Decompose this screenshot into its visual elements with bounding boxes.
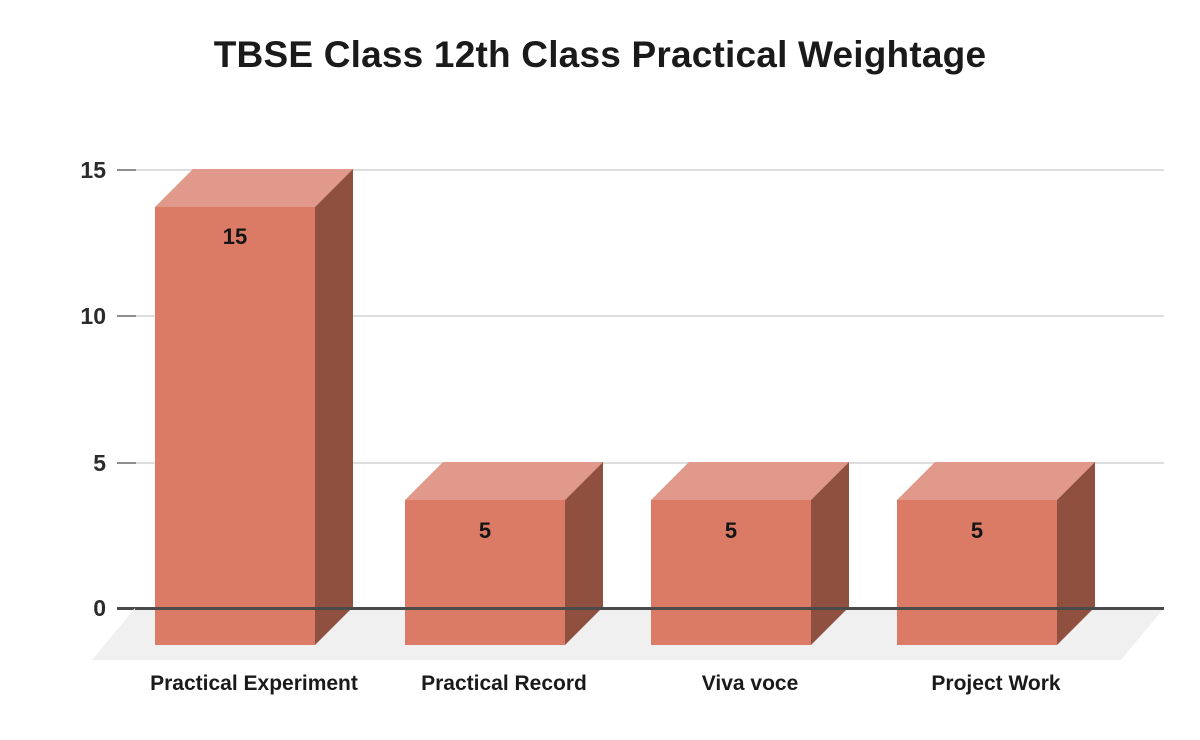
tick-mark-10: [117, 315, 136, 317]
gridline-10: [135, 315, 1164, 317]
bar-value-label-3: 5: [724, 518, 738, 543]
y-axis-label-15: 15: [80, 157, 106, 183]
bar-front-face-2: [405, 500, 565, 645]
gridline-5: [135, 462, 1164, 464]
x-axis-label-project-work: Project Work: [931, 672, 1061, 695]
x-axis-line: [135, 607, 1164, 610]
y-axis-label-10: 10: [80, 303, 106, 329]
bar-front-face-3: [651, 500, 811, 645]
tick-mark-5: [117, 462, 136, 464]
bar-side-face-1: [315, 169, 353, 645]
bar-top-face-1: [155, 169, 353, 207]
y-axis-label-5: 5: [93, 450, 106, 476]
tick-mark-15: [117, 169, 136, 171]
bar-top-face-4: [897, 462, 1095, 500]
bar-value-label-2: 5: [478, 518, 492, 543]
bar-value-label-1: 15: [222, 224, 248, 249]
x-axis-label-practical-experiment: Practical Experiment: [150, 672, 358, 695]
y-axis-label-0: 0: [93, 595, 106, 621]
bar-value-label-4: 5: [970, 518, 984, 543]
bar-top-face-2: [405, 462, 603, 500]
gridline-15: [135, 169, 1164, 171]
tick-mark-0: [117, 607, 136, 610]
x-axis-label-viva-voce: Viva voce: [701, 672, 799, 695]
chart-title: TBSE Class 12th Class Practical Weightag…: [213, 34, 987, 75]
bar-top-face-3: [651, 462, 849, 500]
bar-front-face-4: [897, 500, 1057, 645]
x-axis-label-practical-record: Practical Record: [421, 672, 587, 695]
bar-front-face-1: [155, 207, 315, 645]
